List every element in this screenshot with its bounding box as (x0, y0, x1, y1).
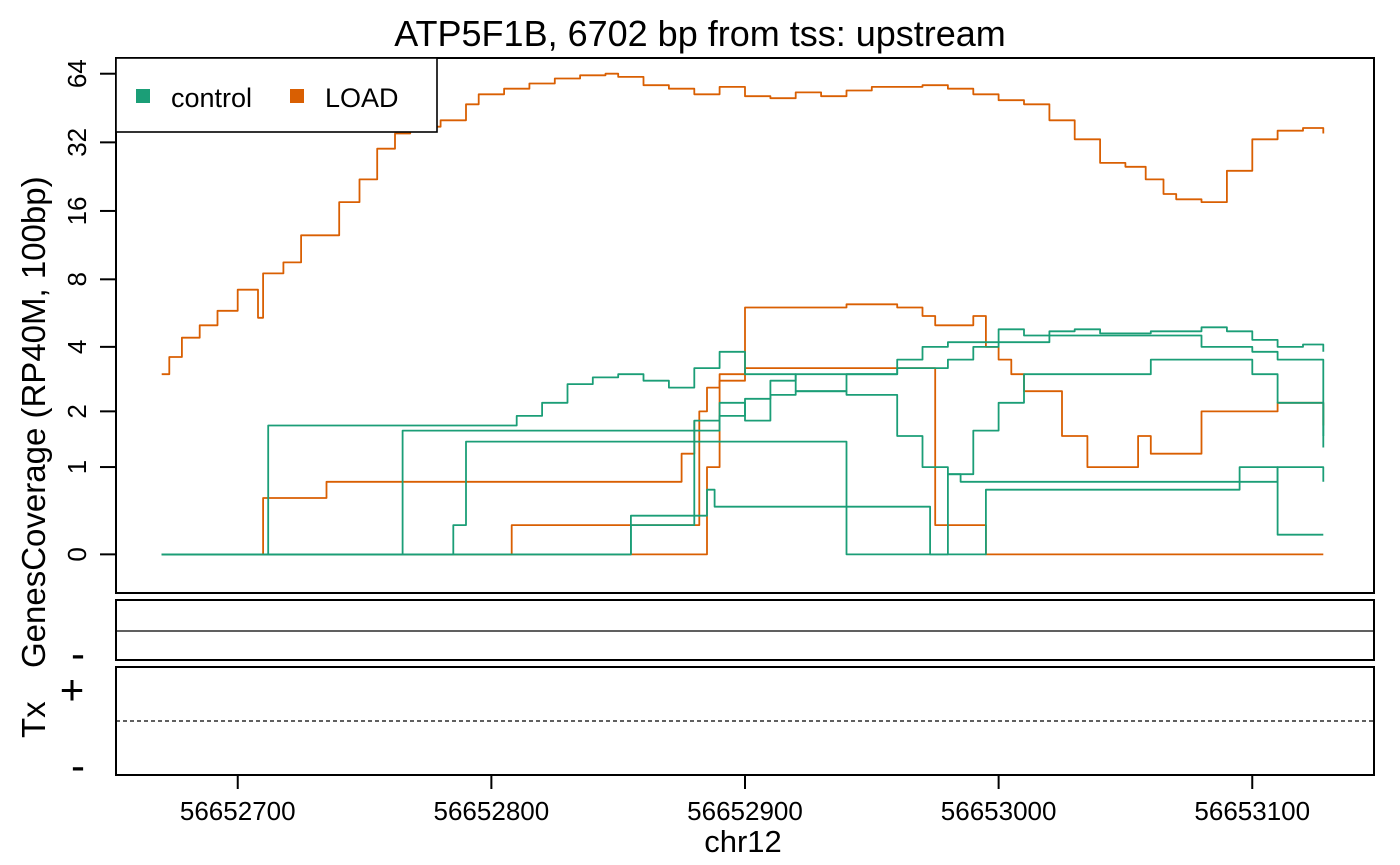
x-tick-label-56653100: 56653100 (1194, 796, 1310, 826)
x-axis: 56652700 56652800 56652900 56653000 56653100 (180, 775, 1310, 826)
series-line-control-5 (161, 334, 1325, 556)
x-tick-label-56652900: 56652900 (687, 796, 803, 826)
y-axis-title: GenesCoverage (RP40M, 100bp) (15, 176, 52, 668)
y-tick-label-2: 2 (62, 404, 92, 418)
y-axis: 0 1 2 4 8 16 32 64 (62, 59, 116, 562)
legend-label-control: control (171, 83, 252, 113)
legend-swatch-load (290, 89, 304, 103)
coverage-panel-frame (115, 57, 1375, 594)
series-line-control-6 (161, 358, 1325, 556)
series-layer (161, 72, 1325, 556)
series-line-control-8 (161, 390, 1325, 556)
x-tick-label-56652700: 56652700 (180, 796, 296, 826)
tx-minus-panel (115, 599, 1375, 661)
legend-box (115, 57, 438, 133)
y-tick-label-1: 1 (62, 460, 92, 474)
series-line-load-0 (161, 72, 1325, 376)
chart-title: ATP5F1B, 6702 bp from tss: upstream (394, 13, 1006, 54)
y-tick-label-64: 64 (62, 59, 92, 88)
x-axis-title: chr12 (704, 824, 782, 859)
strand-minus-label-top: - (71, 630, 85, 677)
y-tick-label-0: 0 (62, 547, 92, 561)
tx-minus-panel-frame (115, 599, 1375, 661)
x-tick-label-56653000: 56653000 (941, 796, 1057, 826)
tx-plus-panel-frame (115, 666, 1375, 776)
series-line-load-1 (161, 420, 696, 556)
x-tick-label-56652800: 56652800 (434, 796, 550, 826)
legend: control LOAD (115, 57, 438, 133)
series-line-load-3 (161, 367, 1324, 556)
series-line-load-2 (161, 303, 1325, 556)
legend-label-load: LOAD (325, 83, 399, 113)
legend-swatch-control (136, 89, 150, 103)
series-line-control-7 (161, 466, 1324, 556)
tx-label: Tx (15, 701, 52, 738)
y-tick-label-4: 4 (62, 340, 92, 354)
y-tick-label-32: 32 (62, 128, 92, 157)
strand-minus-label-bottom: - (71, 742, 85, 789)
coverage-panel: 0 1 2 4 8 16 32 64 (62, 57, 1375, 594)
tx-plus-panel (115, 666, 1375, 776)
y-tick-label-8: 8 (62, 272, 92, 286)
y-tick-label-16: 16 (62, 196, 92, 225)
strand-plus-label: + (60, 666, 85, 713)
